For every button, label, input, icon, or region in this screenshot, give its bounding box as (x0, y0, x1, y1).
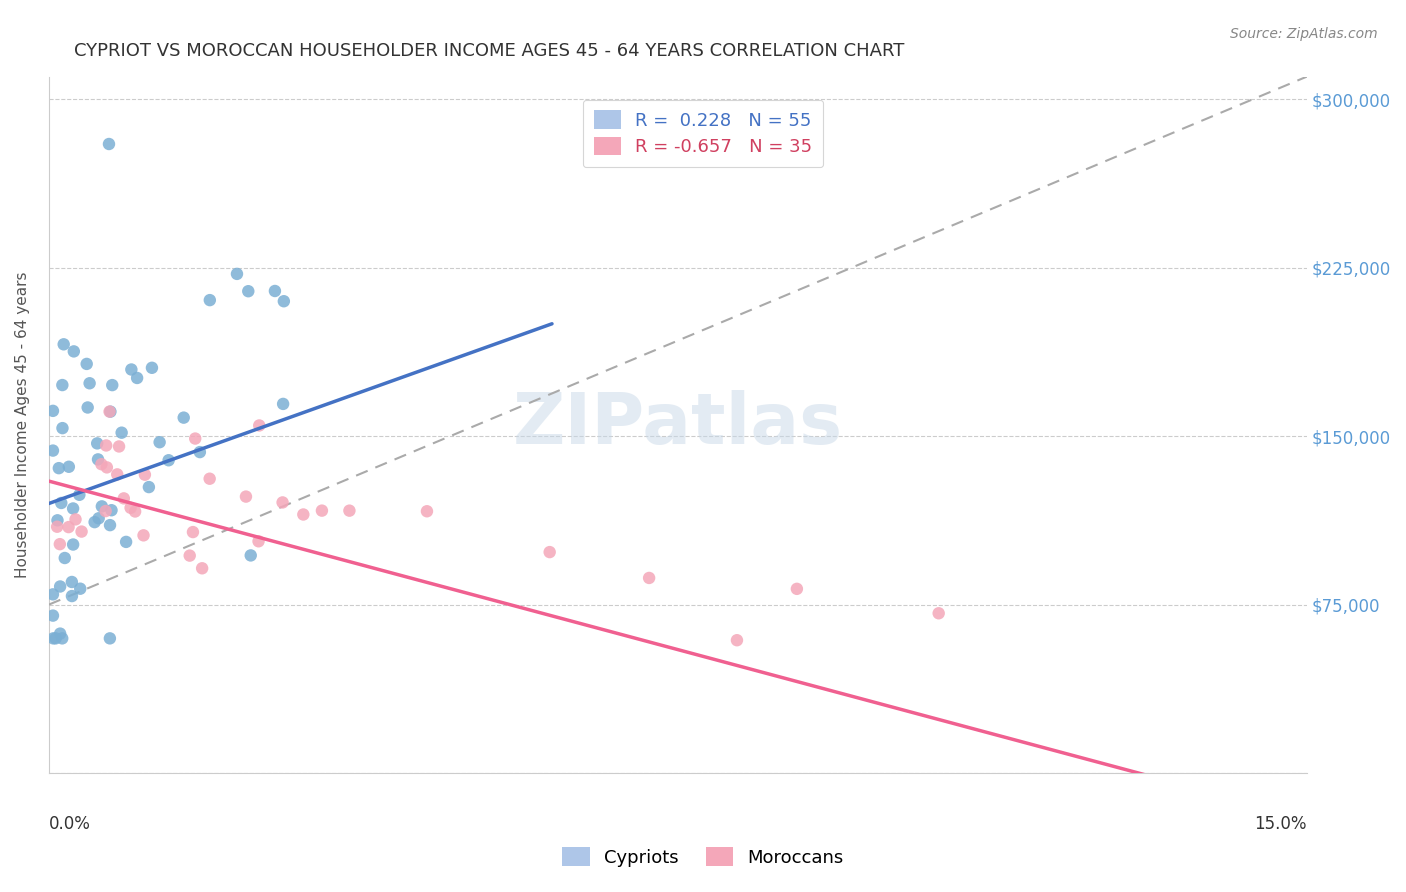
Point (179, 549, 201, 563)
Point (90, 500, 112, 514)
Point (141, 360, 163, 375)
Point (138, 480, 160, 494)
Point (60, 574, 83, 589)
Y-axis label: Householder Income Ages 45 - 64 years: Householder Income Ages 45 - 64 years (15, 272, 30, 578)
Point (90, 457, 112, 471)
Point (786, 582, 808, 596)
Point (87, 511, 110, 525)
Point (173, 410, 195, 425)
Point (416, 504, 439, 518)
Point (53, 551, 76, 566)
Point (111, 425, 134, 440)
Point (538, 545, 561, 559)
Point (264, 284, 287, 298)
Point (87, 452, 110, 467)
Point (42, 404, 65, 418)
Point (101, 378, 124, 392)
Point (108, 440, 131, 454)
Point (42, 632, 65, 646)
Point (51, 496, 73, 510)
Point (42, 608, 65, 623)
Point (292, 508, 315, 522)
Point (105, 467, 128, 482)
Point (191, 561, 214, 575)
Point (51, 378, 73, 392)
Point (76, 401, 98, 415)
Point (52, 337, 75, 351)
Point (69, 582, 91, 596)
Point (98, 518, 121, 533)
Point (98, 632, 121, 646)
Point (63, 344, 86, 359)
Point (928, 607, 950, 621)
Point (49, 537, 72, 551)
Point (100, 503, 122, 517)
Point (134, 467, 156, 482)
Point (98, 404, 121, 418)
Point (51, 421, 73, 435)
Point (271, 495, 294, 509)
Text: Source: ZipAtlas.com: Source: ZipAtlas.com (1230, 27, 1378, 41)
Point (96, 438, 118, 452)
Point (120, 362, 142, 376)
Point (238, 284, 260, 298)
Point (48, 461, 70, 475)
Point (100, 404, 122, 418)
Text: 0.0%: 0.0% (49, 815, 90, 833)
Point (725, 633, 748, 648)
Point (311, 503, 333, 517)
Point (247, 418, 270, 433)
Point (96, 460, 118, 475)
Point (247, 534, 270, 549)
Point (86, 436, 108, 450)
Point (188, 445, 211, 459)
Point (124, 504, 146, 518)
Point (42, 587, 65, 601)
Point (198, 293, 221, 307)
Point (112, 491, 135, 506)
Point (181, 524, 204, 539)
Point (46, 513, 69, 527)
Legend: R =  0.228   N = 55, R = -0.657   N = 35: R = 0.228 N = 55, R = -0.657 N = 35 (583, 100, 823, 167)
Point (42, 443, 65, 458)
Point (58, 459, 80, 474)
Point (65, 512, 87, 526)
Point (157, 453, 180, 467)
Legend: Cypriots, Moroccans: Cypriots, Moroccans (555, 840, 851, 874)
Point (239, 549, 262, 563)
Point (273, 294, 295, 309)
Point (49, 626, 72, 640)
Point (62, 537, 84, 551)
Point (51, 632, 73, 646)
Point (271, 397, 294, 411)
Text: 15.0%: 15.0% (1254, 815, 1308, 833)
Point (58, 520, 80, 534)
Point (45, 632, 67, 646)
Point (76, 357, 98, 371)
Point (67, 488, 90, 502)
Point (132, 528, 155, 542)
Point (98, 136, 121, 151)
Point (184, 432, 207, 446)
Point (46, 519, 69, 533)
Point (127, 371, 149, 385)
Point (83, 515, 105, 529)
Point (94, 504, 117, 518)
Text: ZIPatlas: ZIPatlas (513, 391, 842, 459)
Point (79, 376, 101, 391)
Point (115, 535, 138, 549)
Point (62, 501, 84, 516)
Text: CYPRIOT VS MOROCCAN HOUSEHOLDER INCOME AGES 45 - 64 YEARS CORRELATION CHART: CYPRIOT VS MOROCCAN HOUSEHOLDER INCOME A… (75, 42, 904, 60)
Point (198, 472, 221, 486)
Point (235, 490, 257, 504)
Point (49, 579, 72, 593)
Point (339, 503, 361, 517)
Point (60, 589, 83, 603)
Point (149, 435, 172, 450)
Point (226, 267, 249, 281)
Point (638, 571, 661, 585)
Point (70, 524, 93, 539)
Point (120, 500, 142, 515)
